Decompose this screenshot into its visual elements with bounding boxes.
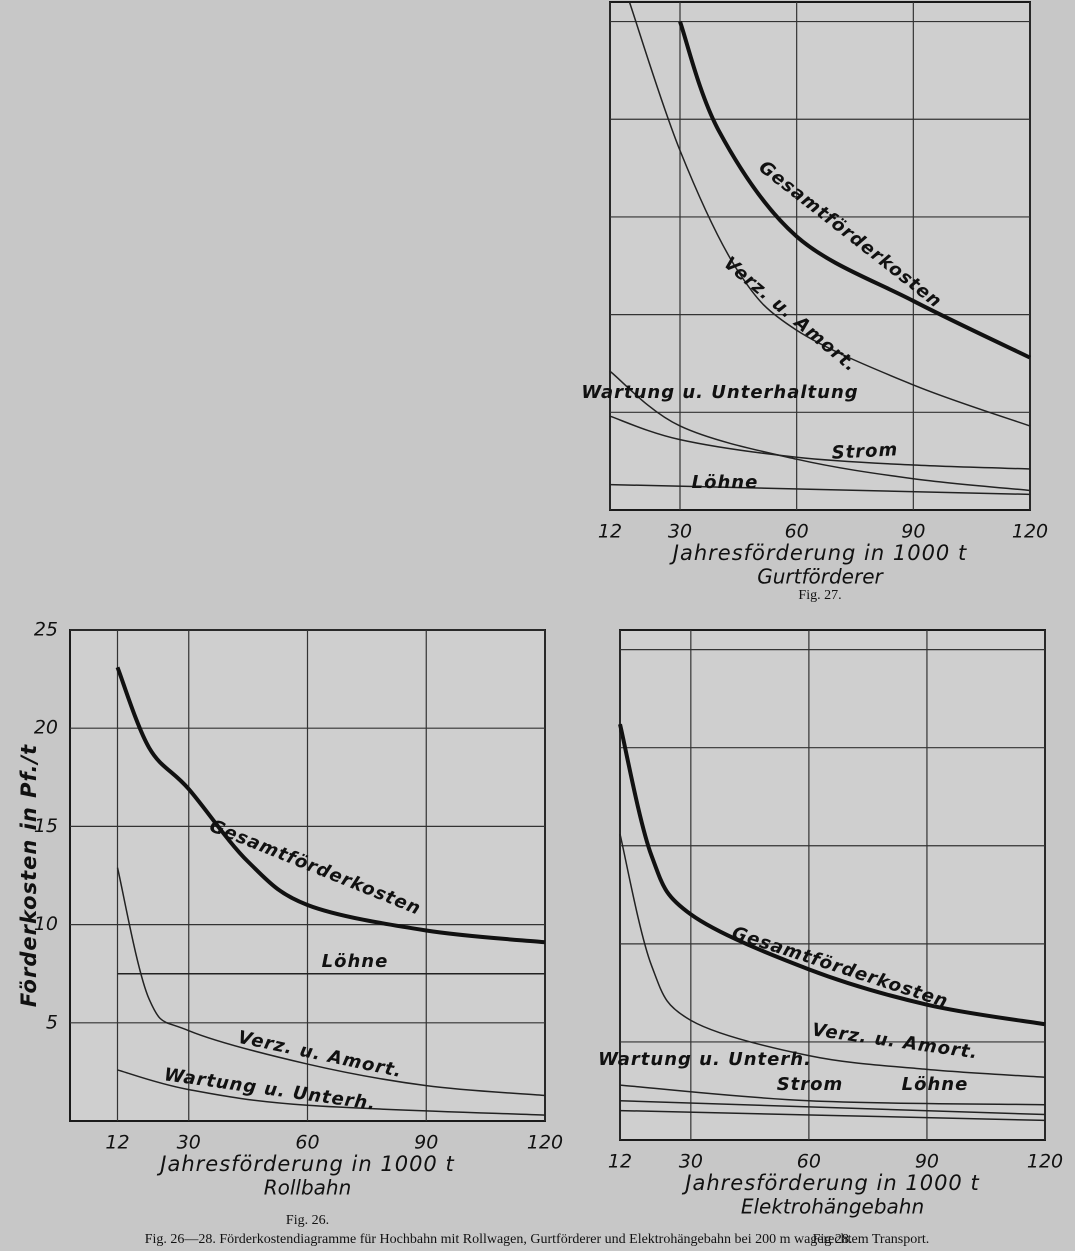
line-series [609, 483, 1031, 496]
x-tick-label: 30 [177, 1132, 201, 1154]
figure-label: Fig. 27. [798, 588, 841, 603]
x-tick-label: 12 [105, 1132, 129, 1154]
series-label: Strom [777, 1074, 844, 1095]
x-tick-label: 120 [527, 1132, 563, 1154]
chart-title: Elektrohängebahn [741, 1195, 924, 1219]
x-tick-label: 60 [797, 1151, 821, 1173]
y-tick-label: 25 [34, 619, 58, 641]
line-series [116, 867, 546, 1097]
figure-label: Fig. 26. [286, 1213, 329, 1228]
x-axis-label: Jahresförderung in 1000 t [156, 1152, 454, 1176]
series-label: Löhne [692, 472, 759, 493]
x-tick-label: 60 [295, 1132, 319, 1154]
x-tick-label: 12 [598, 521, 622, 543]
y-tick-label: 20 [34, 717, 58, 739]
figure-label: Fig 28. [813, 1232, 853, 1247]
line-series [619, 1084, 1046, 1106]
x-axis-label: Jahresförderung in 1000 t [681, 1171, 979, 1195]
x-tick-label: 60 [785, 521, 809, 543]
x-tick-label: 12 [608, 1151, 632, 1173]
caption: Fig. 26—28. Förderkostendiagramme für Ho… [145, 1232, 930, 1247]
chart-title: Gurtförderer [757, 565, 884, 589]
x-axis-label: Jahresförderung in 1000 t [669, 541, 967, 565]
line-series [619, 1109, 1046, 1122]
y-tick-label: 5 [46, 1011, 58, 1033]
line-series [628, 1, 1031, 427]
y-axis-label: Förderkosten in Pf./t [17, 744, 41, 1007]
x-tick-label: 90 [414, 1132, 438, 1154]
series-label: Löhne [322, 951, 389, 972]
line-series [117, 1069, 546, 1116]
x-tick-label: 30 [668, 521, 692, 543]
chart-title: Rollbahn [264, 1176, 352, 1200]
series-label: Wartung u. Unterh. [598, 1049, 812, 1070]
line-series [609, 415, 1031, 470]
y-tick-label: 15 [34, 815, 58, 837]
line-series [609, 370, 1031, 492]
line-series [619, 1100, 1046, 1116]
x-tick-label: 90 [915, 1151, 939, 1173]
y-tick-label: 10 [34, 913, 58, 935]
series-label: Wartung u. Unterhaltung [581, 382, 858, 403]
x-tick-label: 120 [1012, 521, 1048, 543]
line-series [619, 833, 1046, 1078]
series-label: Löhne [902, 1074, 969, 1095]
line-series [115, 666, 546, 945]
series-label: Strom [831, 439, 899, 463]
line-series [618, 723, 1046, 1027]
line-series [678, 20, 1031, 360]
x-tick-label: 90 [901, 521, 925, 543]
x-tick-label: 120 [1027, 1151, 1063, 1173]
x-tick-label: 30 [679, 1151, 703, 1173]
